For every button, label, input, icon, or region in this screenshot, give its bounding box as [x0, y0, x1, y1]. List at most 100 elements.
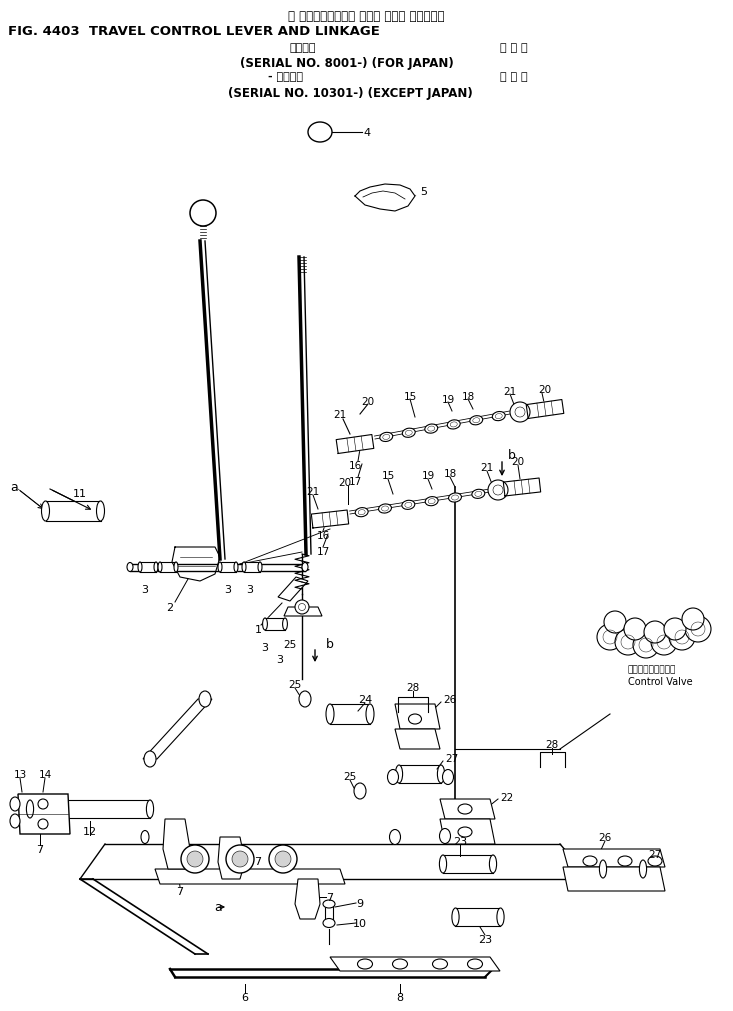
Ellipse shape: [326, 705, 334, 724]
Ellipse shape: [618, 856, 632, 866]
Ellipse shape: [141, 831, 149, 843]
Ellipse shape: [323, 919, 335, 927]
Ellipse shape: [443, 769, 454, 785]
Ellipse shape: [380, 433, 393, 442]
Text: 18: 18: [461, 391, 475, 401]
Polygon shape: [163, 819, 190, 869]
Circle shape: [295, 601, 309, 615]
Ellipse shape: [402, 500, 415, 510]
Polygon shape: [325, 904, 333, 921]
Text: 17: 17: [317, 547, 330, 556]
Ellipse shape: [262, 619, 268, 631]
Ellipse shape: [354, 784, 366, 800]
Text: 8: 8: [397, 992, 404, 1002]
Ellipse shape: [470, 417, 483, 426]
Polygon shape: [155, 869, 345, 885]
Ellipse shape: [425, 497, 438, 507]
Text: (SERIAL NO. 8001-) (FOR JAPAN): (SERIAL NO. 8001-) (FOR JAPAN): [240, 57, 454, 70]
Text: 11: 11: [73, 488, 87, 498]
Ellipse shape: [438, 765, 445, 784]
Text: 22: 22: [500, 793, 513, 802]
Polygon shape: [160, 562, 176, 572]
Ellipse shape: [147, 801, 154, 818]
Circle shape: [269, 845, 297, 874]
Polygon shape: [330, 705, 370, 724]
Polygon shape: [455, 908, 501, 926]
Text: 16: 16: [317, 531, 330, 541]
Text: 21: 21: [504, 386, 517, 396]
Text: 3: 3: [276, 654, 284, 664]
Text: 13: 13: [13, 769, 26, 779]
Polygon shape: [395, 729, 440, 749]
Ellipse shape: [258, 562, 262, 572]
Polygon shape: [563, 849, 665, 867]
Text: 7: 7: [177, 886, 183, 896]
Polygon shape: [504, 478, 541, 496]
Circle shape: [181, 845, 209, 874]
Polygon shape: [172, 548, 220, 581]
Text: 14: 14: [38, 769, 51, 779]
Polygon shape: [143, 700, 212, 759]
Polygon shape: [440, 800, 495, 819]
Polygon shape: [278, 577, 308, 602]
Text: b: b: [326, 638, 334, 651]
Circle shape: [510, 402, 530, 423]
Text: 走 行　コントロール レバー および リンケージ: 走 行 コントロール レバー および リンケージ: [288, 10, 444, 23]
Circle shape: [624, 619, 646, 640]
Text: 15: 15: [381, 470, 394, 480]
Text: 9: 9: [356, 898, 364, 908]
Circle shape: [664, 619, 686, 640]
Text: b: b: [508, 448, 516, 461]
Text: 25: 25: [284, 639, 297, 649]
Polygon shape: [312, 511, 349, 529]
Polygon shape: [130, 564, 305, 571]
Circle shape: [38, 819, 48, 829]
Text: 4: 4: [364, 127, 371, 137]
Text: 18: 18: [443, 468, 457, 478]
Polygon shape: [443, 855, 493, 874]
Ellipse shape: [308, 123, 332, 143]
Text: 7: 7: [254, 856, 262, 866]
Ellipse shape: [97, 501, 105, 522]
Circle shape: [190, 201, 216, 226]
Ellipse shape: [138, 562, 142, 572]
Circle shape: [232, 851, 248, 867]
Ellipse shape: [378, 504, 391, 514]
Polygon shape: [570, 854, 625, 875]
Ellipse shape: [356, 509, 368, 518]
Text: - 適用号機: - 適用号機: [268, 72, 303, 82]
Ellipse shape: [10, 798, 20, 811]
Text: 21: 21: [306, 486, 320, 496]
Ellipse shape: [497, 908, 504, 926]
Circle shape: [633, 632, 659, 658]
Text: a: a: [10, 480, 18, 493]
Ellipse shape: [425, 425, 438, 434]
Ellipse shape: [439, 855, 446, 874]
Circle shape: [682, 609, 704, 631]
Text: 20: 20: [539, 384, 551, 394]
Ellipse shape: [218, 562, 222, 572]
Text: 23: 23: [453, 836, 467, 846]
Ellipse shape: [242, 562, 246, 572]
Polygon shape: [295, 880, 320, 919]
Text: 19: 19: [421, 470, 435, 480]
Ellipse shape: [440, 829, 451, 843]
Polygon shape: [244, 562, 260, 572]
Text: 17: 17: [348, 476, 361, 486]
Text: 20: 20: [339, 477, 352, 487]
Ellipse shape: [127, 563, 133, 572]
Ellipse shape: [299, 692, 311, 708]
Polygon shape: [140, 562, 156, 572]
Text: 3: 3: [141, 584, 149, 594]
Circle shape: [651, 630, 677, 655]
Circle shape: [615, 630, 641, 655]
Polygon shape: [355, 185, 415, 211]
Text: 27: 27: [445, 753, 458, 763]
Ellipse shape: [10, 814, 20, 828]
Circle shape: [488, 480, 508, 500]
Text: 5: 5: [420, 187, 427, 197]
Text: (SERIAL NO. 10301-) (EXCEPT JAPAN): (SERIAL NO. 10301-) (EXCEPT JAPAN): [228, 87, 473, 100]
Text: 6: 6: [241, 992, 248, 1002]
Circle shape: [669, 625, 695, 650]
Text: 21: 21: [480, 463, 493, 472]
